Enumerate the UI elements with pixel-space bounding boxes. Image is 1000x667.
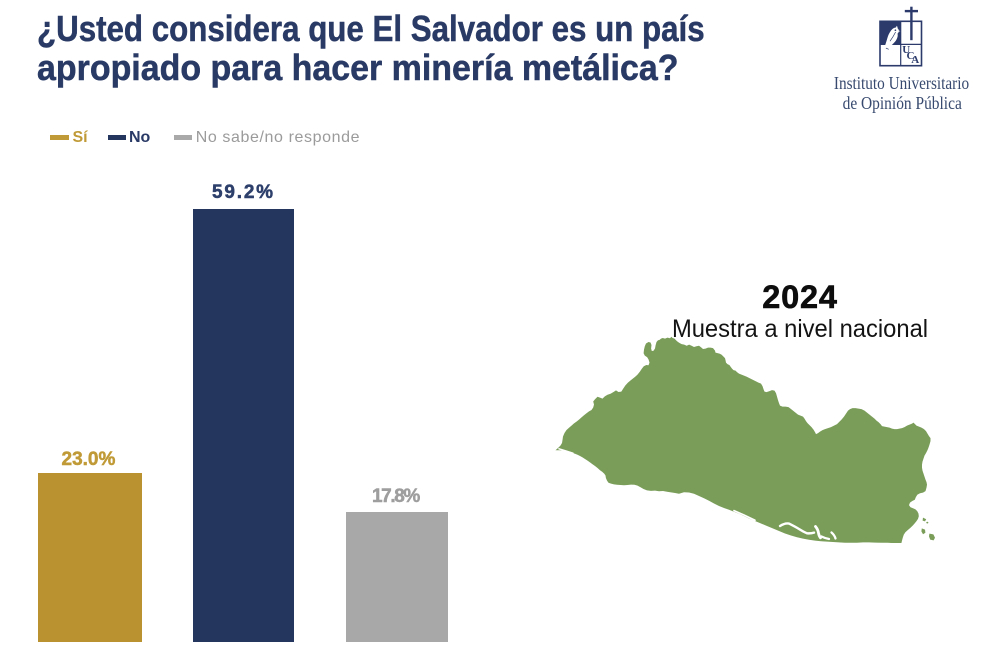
svg-text:Instituto Universitario: Instituto Universitario: [834, 73, 969, 93]
svg-text:A: A: [911, 54, 919, 66]
svg-text:C: C: [907, 50, 915, 62]
svg-text:U: U: [902, 44, 910, 56]
svg-text:de Opinión Pública: de Opinión Pública: [843, 93, 962, 113]
